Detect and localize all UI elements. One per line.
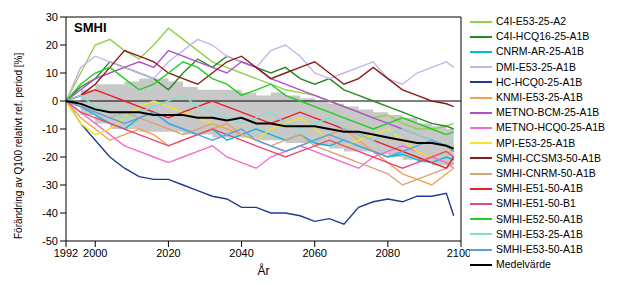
html-text:SMHI-E52-50-A1B: SMHI-E52-50-A1B (496, 212, 583, 225)
svg-text:2040: 2040 (229, 247, 253, 259)
html-text:CNRM-AR-25-A1B: CNRM-AR-25-A1B (496, 45, 585, 58)
svg-text:30: 30 (46, 11, 58, 23)
html-text:C4I-HCQ16-25-A1B: C4I-HCQ16-25-A1B (496, 30, 590, 43)
svg-text:2060: 2060 (302, 247, 326, 259)
html-text:C4I-E53-25-A2: C4I-E53-25-A2 (496, 15, 566, 27)
html-text:DMI-E53-25-A1B: DMI-E53-25-A1B (496, 60, 576, 73)
html-text:METNO-HCQ0-25-A1B: METNO-HCQ0-25-A1B (496, 121, 606, 134)
html-text:SMHI: SMHI (74, 20, 107, 35)
svg-text:10: 10 (46, 67, 58, 79)
html-text:SMHI-CCSM3-50-A1B: SMHI-CCSM3-50-A1B (496, 151, 601, 164)
svg-text:År: År (258, 263, 270, 277)
svg-text:2020: 2020 (156, 247, 180, 259)
svg-text:-20: -20 (42, 151, 58, 163)
svg-text:0: 0 (52, 95, 58, 107)
svg-text:-30: -30 (42, 179, 58, 191)
html-text:SMHI-E51-50-A1B: SMHI-E51-50-A1B (496, 182, 583, 195)
html-text:METNO-BCM-25-A1B: METNO-BCM-25-A1B (496, 106, 600, 119)
html-text:SMHI-CNRM-50-A1B: SMHI-CNRM-50-A1B (496, 167, 596, 179)
svg-text:2100: 2100 (447, 247, 470, 259)
svg-text:-40: -40 (42, 207, 58, 219)
html-text:SMHI-E53-25-A1B: SMHI-E53-25-A1B (496, 227, 583, 240)
svg-text:2000: 2000 (83, 247, 107, 259)
svg-text:-10: -10 (42, 123, 58, 135)
html-text:HC-HCQ0-25-A1B: HC-HCQ0-25-A1B (496, 75, 583, 88)
svg-text:2080: 2080 (376, 247, 400, 259)
html-text:Medelvärde: Medelvärde (496, 258, 551, 271)
html-text:KNMI-E53-25-A1B: KNMI-E53-25-A1B (496, 91, 583, 103)
html-text:SMHI-E53-50-A1B: SMHI-E53-50-A1B (496, 243, 583, 255)
svg-text:20: 20 (46, 39, 58, 51)
svg-text:1992: 1992 (54, 247, 78, 259)
html-text:MPI-E53-25-A1B: MPI-E53-25-A1B (496, 136, 576, 149)
svg-text:-50: -50 (42, 235, 58, 247)
html-text:SMHI-E51-50-B1: SMHI-E51-50-B1 (496, 197, 576, 210)
svg-text:Förändring av Q100 relativt re: Förändring av Q100 relativt ref. period … (13, 53, 24, 239)
